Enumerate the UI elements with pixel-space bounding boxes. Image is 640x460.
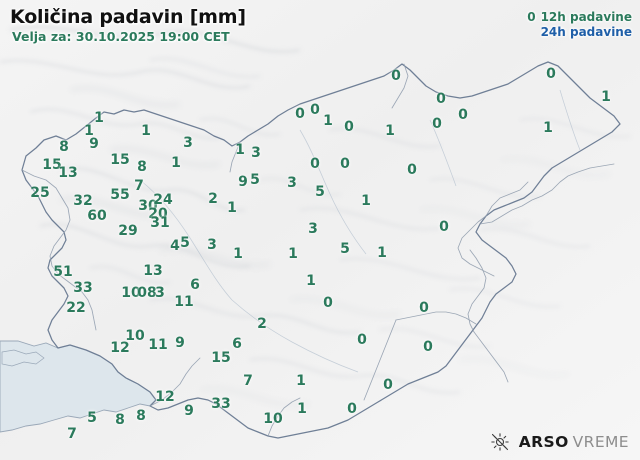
precipitation-value: 3 [155, 285, 165, 301]
precipitation-value: 0 [383, 377, 393, 393]
precipitation-value: 9 [238, 174, 248, 190]
precipitation-value: 0 [344, 119, 354, 135]
precipitation-value: 5 [180, 235, 190, 251]
precipitation-value: 1 [233, 246, 243, 262]
precipitation-value: 10 [263, 411, 283, 427]
precipitation-value: 0 [439, 219, 449, 235]
precipitation-value: 3 [308, 221, 318, 237]
precipitation-value: 1 [235, 142, 245, 158]
sea-inlet-detail [1, 349, 45, 367]
precipitation-value: 5 [340, 241, 350, 257]
internal-boundaries [21, 63, 615, 437]
precipitation-value: 33 [73, 280, 93, 296]
precipitation-value: 9 [184, 403, 194, 419]
precipitation-value: 6 [190, 277, 200, 293]
precipitation-value: 0 [347, 401, 357, 417]
precipitation-value: 31 [150, 215, 170, 231]
precipitation-value: 24 [153, 192, 173, 208]
precipitation-value: 7 [134, 178, 144, 194]
precipitation-value: 0 [357, 332, 367, 348]
precipitation-value: 9 [175, 335, 185, 351]
precipitation-value: 0 [295, 106, 305, 122]
precipitation-value: 11 [148, 337, 168, 353]
precipitation-value: 15 [211, 350, 231, 366]
precipitation-value: 1 [306, 273, 316, 289]
precipitation-value: 1 [377, 245, 387, 261]
precipitation-value: 2 [257, 316, 267, 332]
precipitation-value: 0 [391, 68, 401, 84]
precipitation-value: 32 [73, 193, 93, 209]
precipitation-value: 1 [94, 110, 104, 126]
precipitation-value: 0 [419, 300, 429, 316]
precipitation-value: 4 [170, 238, 180, 254]
precipitation-value: 3 [183, 135, 193, 151]
precipitation-value: 13 [58, 165, 78, 181]
precipitation-value: 12 [110, 340, 130, 356]
precipitation-value: 0 [407, 162, 417, 178]
terrain-shading-fine [59, 86, 611, 407]
precipitation-value: 1 [227, 200, 237, 216]
precipitation-value: 0 [340, 156, 350, 172]
precipitation-value: 11 [174, 294, 194, 310]
precipitation-value: 8 [136, 408, 146, 424]
precipitation-value: 13 [143, 263, 163, 279]
precipitation-value: 1 [288, 246, 298, 262]
precipitation-value: 3 [207, 237, 217, 253]
precipitation-value: 1 [297, 401, 307, 417]
precipitation-value: 30 [138, 198, 158, 214]
precipitation-value: 33 [211, 396, 231, 412]
precipitation-value: 10 [125, 328, 145, 344]
precipitation-value: 0 [310, 102, 320, 118]
precipitation-value: 20 [148, 206, 168, 222]
precipitation-value: 1 [141, 123, 151, 139]
precipitation-value: 7 [67, 426, 77, 442]
precipitation-value: 29 [118, 223, 138, 239]
precipitation-value: 8 [59, 139, 69, 155]
precipitation-value: 0 [310, 156, 320, 172]
terrain-shading [0, 25, 631, 394]
precipitation-value: 5 [87, 410, 97, 426]
precipitation-value: 0 [432, 116, 442, 132]
precipitation-value: 3 [251, 145, 261, 161]
precipitation-value: 8 [115, 412, 125, 428]
rivers [139, 89, 581, 373]
precipitation-value: 1 [171, 155, 181, 171]
precipitation-value: 1 [601, 89, 611, 105]
precipitation-value: 8 [137, 159, 147, 175]
precipitation-value: 08 [137, 285, 157, 301]
precipitation-value: 10 [121, 285, 141, 301]
precipitation-value: 1 [543, 120, 553, 136]
precipitation-value: 60 [87, 208, 107, 224]
precipitation-value: 6 [232, 336, 242, 352]
precipitation-value: 0 [423, 339, 433, 355]
precipitation-value: 15 [110, 152, 130, 168]
precipitation-value: 5 [250, 172, 260, 188]
precipitation-value: 3 [287, 175, 297, 191]
precipitation-value: 51 [53, 264, 73, 280]
precipitation-value: 12 [155, 389, 175, 405]
precipitation-value: 1 [385, 123, 395, 139]
precipitation-value: 0 [458, 107, 468, 123]
precipitation-value: 0 [436, 91, 446, 107]
precipitation-value: 5 [315, 184, 325, 200]
precipitation-value: 1 [296, 373, 306, 389]
precipitation-value: 22 [66, 300, 86, 316]
precipitation-value: 15 [42, 157, 62, 173]
national-border [21, 61, 621, 439]
precipitation-value: 7 [243, 373, 253, 389]
precipitation-value: 1 [323, 113, 333, 129]
precipitation-value: 0 [546, 66, 556, 82]
precipitation-value: 0 [323, 295, 333, 311]
precipitation-value: 2 [208, 191, 218, 207]
precipitation-value: 1 [84, 123, 94, 139]
precipitation-value: 1 [361, 193, 371, 209]
precipitation-value: 55 [110, 187, 130, 203]
precipitation-value: 9 [89, 136, 99, 152]
precipitation-value: 25 [30, 185, 50, 201]
